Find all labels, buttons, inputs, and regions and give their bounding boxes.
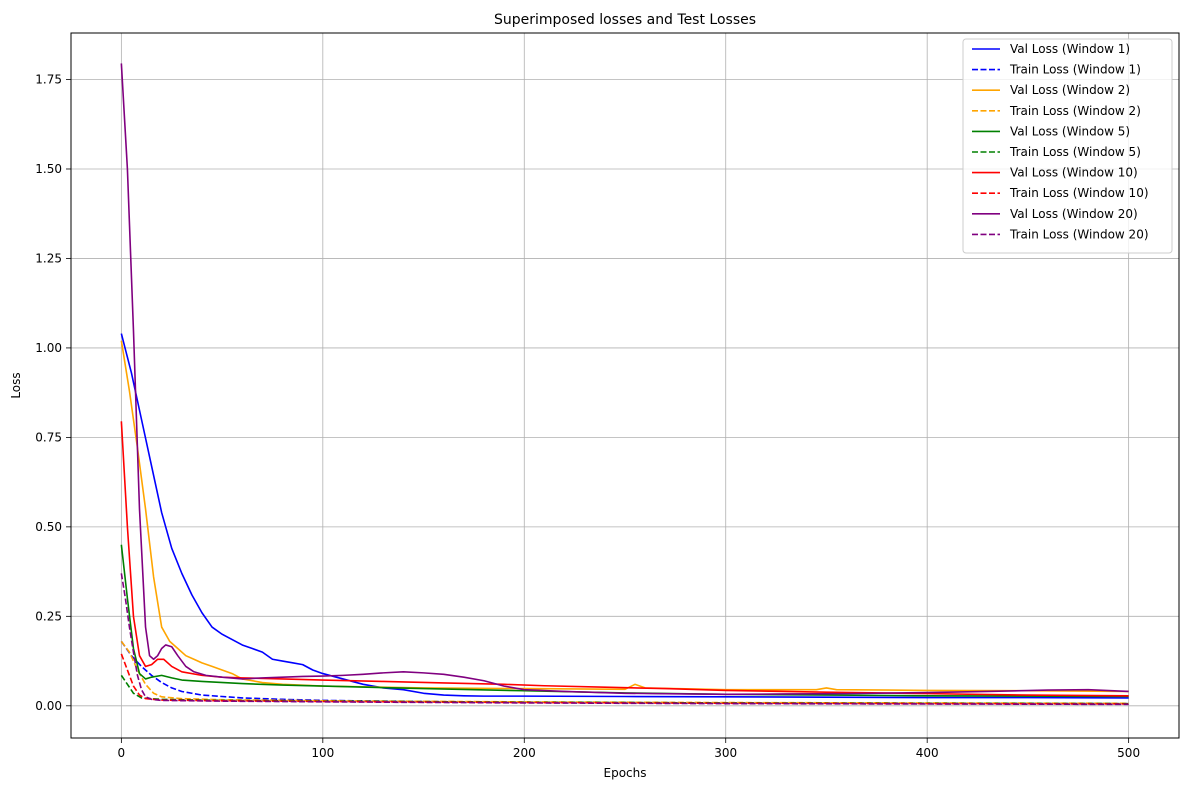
y-tick-label: 0.25	[35, 609, 62, 623]
grid	[71, 33, 1179, 738]
x-axis-title: Epochs	[604, 766, 647, 780]
legend-label: Val Loss (Window 20)	[1010, 207, 1138, 221]
y-tick-label: 1.00	[35, 341, 62, 355]
series-line-3	[120, 340, 1129, 693]
legend-label: Val Loss (Window 2)	[1010, 83, 1130, 97]
series-line-9	[120, 63, 1129, 696]
y-tick-label: 1.50	[35, 162, 62, 176]
plot-frame	[70, 32, 1180, 739]
legend-label: Train Loss (Window 5)	[1009, 145, 1141, 159]
legend-label: Train Loss (Window 2)	[1009, 104, 1141, 118]
y-tick-label: 1.25	[35, 251, 62, 265]
y-axis-title: Loss	[9, 372, 23, 398]
x-tick-label: 0	[118, 746, 126, 760]
legend-label: Train Loss (Window 20)	[1009, 227, 1149, 241]
series-line-10	[120, 573, 1129, 706]
x-tick-label: 100	[311, 746, 334, 760]
legend-label: Train Loss (Window 10)	[1009, 186, 1149, 200]
legend-label: Val Loss (Window 10)	[1010, 166, 1138, 180]
y-tick-label: 0.75	[35, 430, 62, 444]
y-tick-label: 0.50	[35, 520, 62, 534]
legend-label: Val Loss (Window 5)	[1010, 124, 1130, 138]
x-tick-label: 500	[1117, 746, 1140, 760]
x-tick-label: 400	[916, 746, 939, 760]
y-tick-label: 1.75	[35, 73, 62, 87]
x-tick-label: 300	[714, 746, 737, 760]
series-lines	[120, 63, 1129, 706]
legend-label: Train Loss (Window 1)	[1009, 63, 1141, 77]
legend-label: Val Loss (Window 1)	[1010, 42, 1130, 56]
y-tick-label: 0.00	[35, 699, 62, 713]
series-line-1	[120, 333, 1129, 699]
legend-box	[962, 38, 1173, 254]
legend: Val Loss (Window 1) Train Loss (Window 1)…	[962, 38, 1173, 254]
x-tick-label: 200	[513, 746, 536, 760]
axis-ticks: 0 100 200 300 400 500 0.00 0.25 0.50 0.75 1.00 1.25…	[35, 73, 1140, 760]
chart-title: Superimposed losses and Test Losses	[494, 12, 756, 28]
